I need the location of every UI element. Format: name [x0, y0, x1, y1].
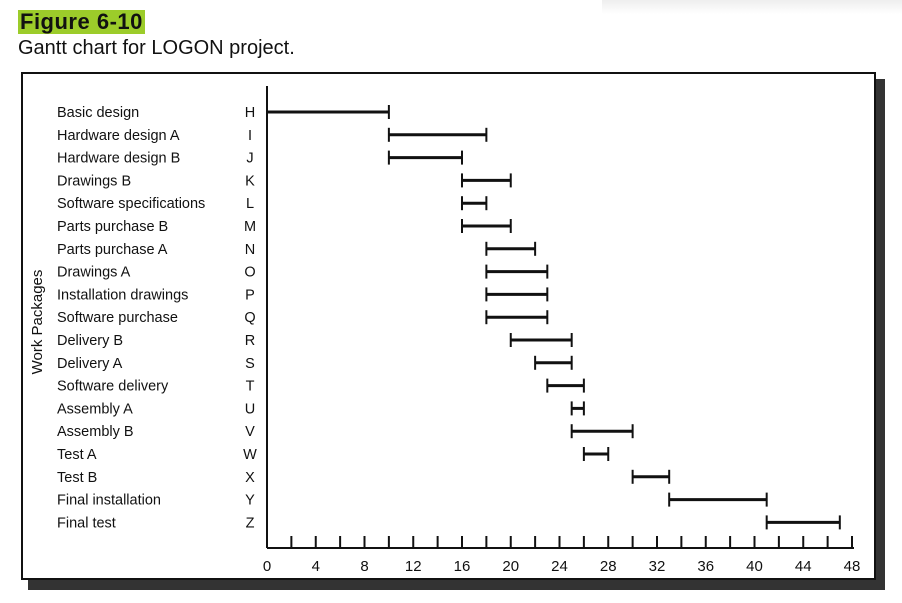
- task-name: Final installation: [57, 493, 161, 509]
- x-tick-label: 8: [360, 558, 368, 575]
- task-id: K: [245, 173, 255, 189]
- x-tick-label: 0: [263, 558, 271, 575]
- task-id: M: [244, 219, 256, 235]
- figure-caption: Gantt chart for LOGON project.: [18, 37, 295, 59]
- x-tick-label: 40: [746, 558, 763, 575]
- task-name: Assembly B: [57, 424, 134, 440]
- task-id: Q: [244, 310, 255, 326]
- x-tick-label: 32: [649, 558, 666, 575]
- task-id: P: [245, 287, 255, 303]
- task-id: J: [246, 151, 253, 167]
- task-name: Delivery A: [57, 356, 123, 372]
- figure-label: Figure 6-10: [18, 9, 145, 34]
- x-tick-label: 24: [551, 558, 568, 575]
- task-id: U: [245, 401, 255, 417]
- x-tick-label: 12: [405, 558, 422, 575]
- x-tick-label: 4: [312, 558, 320, 575]
- x-tick-label: 48: [844, 558, 861, 575]
- task-name: Software delivery: [57, 379, 169, 395]
- x-tick-label: 16: [454, 558, 471, 575]
- task-id: X: [245, 470, 255, 486]
- task-id: N: [245, 242, 255, 258]
- y-axis-label: Work Packages: [29, 270, 46, 375]
- task-name: Software purchase: [57, 310, 178, 326]
- task-name: Final test: [57, 515, 116, 531]
- task-id: W: [243, 447, 257, 463]
- task-id: L: [246, 196, 254, 212]
- task-name: Parts purchase A: [57, 242, 168, 258]
- task-name: Assembly A: [57, 401, 133, 417]
- task-name: Hardware design A: [57, 128, 180, 144]
- task-name: Software specifications: [57, 196, 205, 212]
- task-name: Installation drawings: [57, 287, 188, 303]
- x-tick-label: 44: [795, 558, 812, 575]
- task-id: R: [245, 333, 255, 349]
- top-edge-fade: [602, 0, 902, 14]
- task-id: V: [245, 424, 255, 440]
- task-name: Test B: [57, 470, 97, 486]
- task-id: H: [245, 105, 255, 121]
- task-name: Basic design: [57, 105, 139, 121]
- task-id: Z: [246, 515, 255, 531]
- x-tick-label: 28: [600, 558, 617, 575]
- task-name: Drawings A: [57, 265, 131, 281]
- x-tick-label: 36: [697, 558, 714, 575]
- task-id: Y: [245, 493, 255, 509]
- task-name: Test A: [57, 447, 97, 463]
- task-name: Parts purchase B: [57, 219, 168, 235]
- task-id: S: [245, 356, 255, 372]
- task-name: Drawings B: [57, 173, 131, 189]
- task-id: I: [248, 128, 252, 144]
- task-id: O: [244, 265, 255, 281]
- x-tick-label: 20: [502, 558, 519, 575]
- task-name: Hardware design B: [57, 151, 180, 167]
- task-id: T: [246, 379, 255, 395]
- task-name: Delivery B: [57, 333, 123, 349]
